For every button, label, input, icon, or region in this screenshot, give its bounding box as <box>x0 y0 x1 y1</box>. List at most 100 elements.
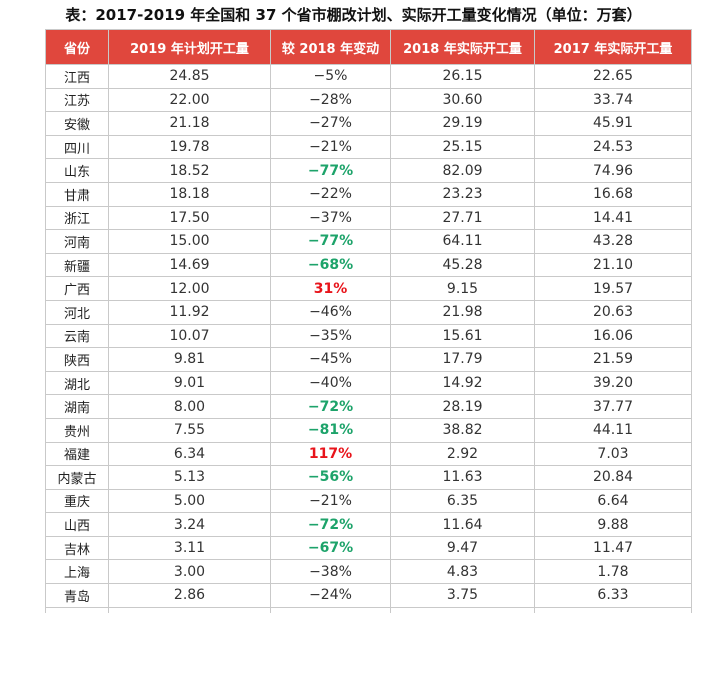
table-row: 吉林 3.11 −67% 9.47 11.47 <box>45 535 692 561</box>
cell-actual-2017: 39.20 <box>534 370 692 396</box>
table-row: 重庆 5.00 −21% 6.35 6.64 <box>45 488 692 514</box>
cell-change: −21% <box>270 134 391 160</box>
cell-actual-2018: 9.47 <box>390 535 535 561</box>
cell-plan-2019: 9.81 <box>108 347 271 372</box>
cell-change: −68% <box>270 252 391 278</box>
cell-actual-2018: 29.19 <box>390 111 535 136</box>
cell-actual-2018: 2.92 <box>390 441 535 467</box>
empty-cell <box>45 606 109 613</box>
cell-actual-2017: 21.59 <box>534 347 692 372</box>
cell-actual-2017: 11.47 <box>534 535 692 561</box>
empty-cell <box>270 606 391 613</box>
cell-plan-2019: 7.55 <box>108 417 271 443</box>
cell-actual-2017: 1.78 <box>534 559 692 585</box>
cell-actual-2018: 82.09 <box>390 158 535 183</box>
cell-actual-2017: 43.28 <box>534 229 692 254</box>
cell-actual-2018: 64.11 <box>390 229 535 254</box>
table-row: 甘肃 18.18 −22% 23.23 16.68 <box>45 181 692 207</box>
cell-plan-2019: 3.24 <box>108 512 271 537</box>
cell-change: −40% <box>270 370 391 396</box>
cell-change: 31% <box>270 276 391 301</box>
cell-province: 青岛 <box>45 583 109 608</box>
cell-province: 陕西 <box>45 347 109 372</box>
cell-actual-2017: 7.03 <box>534 441 692 467</box>
table-row: 福建 6.34 117% 2.92 7.03 <box>45 441 692 467</box>
cell-province: 内蒙古 <box>45 465 109 490</box>
cell-change: −37% <box>270 205 391 231</box>
cell-province: 山东 <box>45 158 109 183</box>
cell-province: 浙江 <box>45 205 109 231</box>
cell-change: −45% <box>270 347 391 372</box>
table-row: 内蒙古 5.13 −56% 11.63 20.84 <box>45 465 692 490</box>
cell-province: 甘肃 <box>45 181 109 207</box>
cell-actual-2018: 9.15 <box>390 276 535 301</box>
cell-plan-2019: 9.01 <box>108 370 271 396</box>
cell-change: −77% <box>270 229 391 254</box>
table-row: 新疆 14.69 −68% 45.28 21.10 <box>45 252 692 278</box>
cell-change: −72% <box>270 512 391 537</box>
table-row-cutoff <box>45 606 692 613</box>
cell-change: −72% <box>270 394 391 419</box>
cell-province: 河北 <box>45 299 109 325</box>
table-row: 贵州 7.55 −81% 38.82 44.11 <box>45 417 692 443</box>
table-row: 湖北 9.01 −40% 14.92 39.20 <box>45 370 692 396</box>
cell-actual-2017: 21.10 <box>534 252 692 278</box>
table-row: 河北 11.92 −46% 21.98 20.63 <box>45 299 692 325</box>
data-table: 省份 2019 年计划开工量 较 2018 年变动 2018 年实际开工量 20… <box>45 29 692 613</box>
cell-actual-2018: 45.28 <box>390 252 535 278</box>
cell-province: 四川 <box>45 134 109 160</box>
table-row: 浙江 17.50 −37% 27.71 14.41 <box>45 205 692 231</box>
cell-province: 江苏 <box>45 87 109 113</box>
cell-change: −22% <box>270 181 391 207</box>
table-row: 山西 3.24 −72% 11.64 9.88 <box>45 512 692 537</box>
cell-actual-2017: 45.91 <box>534 111 692 136</box>
cell-actual-2017: 44.11 <box>534 417 692 443</box>
cell-actual-2017: 20.63 <box>534 299 692 325</box>
cell-change: −24% <box>270 583 391 608</box>
cell-plan-2019: 5.00 <box>108 488 271 514</box>
table-row: 湖南 8.00 −72% 28.19 37.77 <box>45 394 692 419</box>
cell-plan-2019: 12.00 <box>108 276 271 301</box>
cell-actual-2017: 6.33 <box>534 583 692 608</box>
cell-change: −46% <box>270 299 391 325</box>
cell-plan-2019: 11.92 <box>108 299 271 325</box>
cell-actual-2017: 19.57 <box>534 276 692 301</box>
cell-actual-2018: 11.63 <box>390 465 535 490</box>
table-body: 江西 24.85 −5% 26.15 22.65 江苏 22.00 −28% 30.60 33.7… <box>45 64 692 613</box>
header-change-vs-2018: 较 2018 年变动 <box>270 29 391 65</box>
cell-plan-2019: 8.00 <box>108 394 271 419</box>
empty-cell <box>534 606 692 613</box>
cell-plan-2019: 10.07 <box>108 323 271 349</box>
table-row: 河南 15.00 −77% 64.11 43.28 <box>45 229 692 254</box>
cell-actual-2018: 6.35 <box>390 488 535 514</box>
cell-actual-2017: 22.65 <box>534 64 692 89</box>
cell-actual-2018: 28.19 <box>390 394 535 419</box>
cell-plan-2019: 18.18 <box>108 181 271 207</box>
cell-change: −27% <box>270 111 391 136</box>
cell-actual-2018: 11.64 <box>390 512 535 537</box>
cell-actual-2017: 33.74 <box>534 87 692 113</box>
cell-actual-2018: 21.98 <box>390 299 535 325</box>
cell-province: 安徽 <box>45 111 109 136</box>
cell-actual-2018: 3.75 <box>390 583 535 608</box>
cell-plan-2019: 3.11 <box>108 535 271 561</box>
cell-actual-2018: 4.83 <box>390 559 535 585</box>
cell-plan-2019: 5.13 <box>108 465 271 490</box>
cell-province: 湖南 <box>45 394 109 419</box>
table-row: 江西 24.85 −5% 26.15 22.65 <box>45 64 692 89</box>
header-province: 省份 <box>45 29 109 65</box>
cell-province: 河南 <box>45 229 109 254</box>
empty-cell <box>108 606 271 613</box>
cell-actual-2017: 9.88 <box>534 512 692 537</box>
cell-actual-2018: 14.92 <box>390 370 535 396</box>
cell-province: 江西 <box>45 64 109 89</box>
cell-actual-2017: 37.77 <box>534 394 692 419</box>
table-row: 上海 3.00 −38% 4.83 1.78 <box>45 559 692 585</box>
cell-change: 117% <box>270 441 391 467</box>
cell-province: 云南 <box>45 323 109 349</box>
cell-actual-2018: 30.60 <box>390 87 535 113</box>
cell-actual-2017: 6.64 <box>534 488 692 514</box>
table-row: 山东 18.52 −77% 82.09 74.96 <box>45 158 692 183</box>
cell-change: −35% <box>270 323 391 349</box>
